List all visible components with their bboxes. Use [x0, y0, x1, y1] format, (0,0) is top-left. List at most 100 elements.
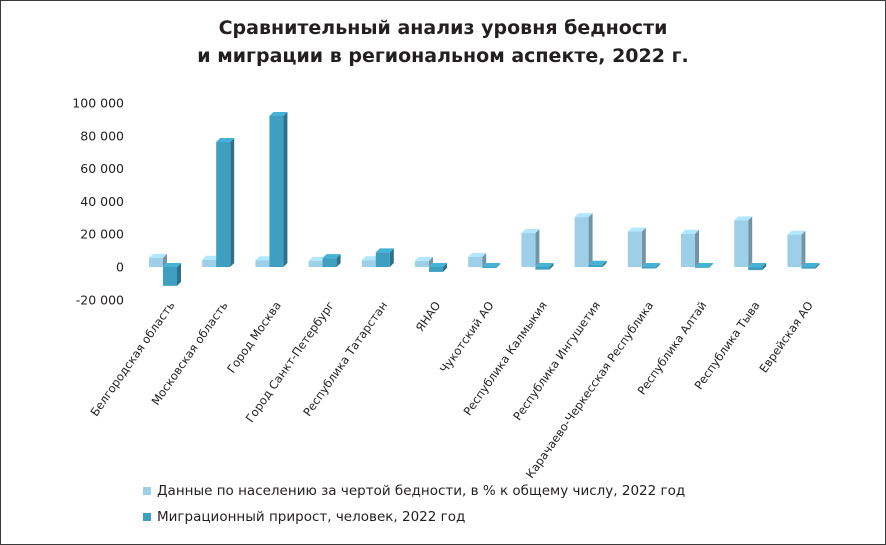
- x-category-label: Чукотский АО: [437, 299, 497, 376]
- bar-poverty-front: [415, 260, 429, 267]
- bar-migration: [163, 263, 181, 286]
- bar-poverty: [415, 256, 433, 267]
- bar-poverty-front: [627, 231, 642, 267]
- bar-migration-top: [322, 254, 341, 259]
- x-category-label: Город Санкт-Петербург: [243, 299, 337, 425]
- bar-migration-side: [336, 254, 341, 267]
- bar-migration: [588, 260, 607, 267]
- bar-migration-side: [496, 263, 501, 268]
- legend-swatch-migration: [143, 513, 151, 521]
- bar-migration: [801, 263, 820, 269]
- bar-migration-side: [230, 138, 235, 267]
- bar-migration-side: [389, 248, 394, 267]
- bar-migration-front: [801, 267, 816, 269]
- bar-poverty-top: [734, 216, 753, 221]
- bar-poverty-top: [468, 252, 487, 257]
- bar-poverty-front: [734, 220, 749, 267]
- bar-migration-top: [588, 260, 607, 265]
- bar-poverty: [681, 229, 699, 267]
- bar-migration-front: [641, 267, 656, 269]
- bar-migration-top: [535, 263, 554, 267]
- bar-poverty-top: [627, 227, 646, 232]
- bar-poverty: [734, 216, 753, 267]
- bar-migration: [535, 263, 554, 270]
- y-tick-label: 80 000: [80, 128, 124, 143]
- bar-migration-top: [429, 263, 447, 267]
- chart-title-line-1: Сравнительный анализ уровня бедности: [218, 17, 668, 39]
- legend-item-migration: Миграционный прирост, человек, 2022 год: [143, 504, 685, 530]
- y-tick-label: 20 000: [80, 227, 124, 242]
- bar-migration-front: [375, 252, 390, 267]
- bar-poverty: [627, 227, 646, 267]
- bar-poverty-side: [163, 253, 167, 267]
- x-category-label: ЯНАО: [413, 299, 444, 335]
- bar-migration-top: [695, 263, 713, 267]
- bar-migration-top: [163, 263, 181, 267]
- bar-poverty-front: [574, 217, 589, 267]
- legend-label-migration: Миграционный прирост, человек, 2022 год: [157, 509, 466, 525]
- bar-migration-side: [709, 263, 713, 268]
- bar-poverty-top: [361, 256, 380, 261]
- bar-migration: [641, 263, 660, 269]
- y-tick-label: 60 000: [80, 161, 124, 176]
- bar-migration-side: [283, 111, 288, 268]
- bar-poverty-side: [801, 230, 806, 267]
- bar-poverty: [787, 230, 806, 267]
- bar-migration-front: [695, 267, 709, 268]
- y-tick-label: 100 000: [72, 96, 124, 111]
- bar-poverty-front: [202, 259, 217, 267]
- bar-migration-side: [655, 263, 660, 269]
- bar-poverty-top: [255, 256, 274, 261]
- legend: Данные по населению за чертой бедности, …: [143, 478, 685, 530]
- bar-migration: [375, 248, 394, 267]
- bar-migration-front: [163, 267, 177, 286]
- bar-poverty-front: [361, 260, 376, 267]
- x-category-label: Город Москва: [224, 299, 284, 376]
- bar-migration-side: [815, 263, 820, 269]
- bar-migration-front: [482, 267, 497, 268]
- bar-migration-front: [429, 267, 443, 272]
- bar-poverty-top: [202, 255, 221, 260]
- bar-poverty-front: [149, 257, 163, 267]
- legend-swatch-poverty: [143, 487, 151, 495]
- y-tick-label: 40 000: [80, 194, 124, 209]
- bar-migration-top: [216, 138, 235, 143]
- bar-poverty-front: [787, 234, 802, 267]
- bar-migration-front: [322, 258, 337, 267]
- bar-poverty-side: [429, 256, 433, 267]
- bar-migration-front: [269, 115, 284, 268]
- bar-poverty-front: [521, 233, 536, 267]
- bar-poverty: [574, 213, 593, 267]
- bar-poverty-front: [468, 256, 483, 267]
- bar-poverty: [149, 253, 167, 267]
- bar-poverty-front: [255, 260, 270, 267]
- x-category-label: Еврейская АО: [756, 299, 815, 376]
- bar-migration: [748, 263, 767, 271]
- chart-title: Сравнительный анализ уровня бедности и м…: [0, 14, 886, 70]
- bar-poverty: [468, 252, 487, 267]
- bar-migration-top: [801, 263, 820, 267]
- bar-migration-front: [748, 267, 763, 271]
- bar-poverty-front: [308, 260, 323, 267]
- bar-migration: [269, 111, 288, 268]
- bar-migration: [482, 263, 501, 268]
- bar-poverty-top: [681, 229, 699, 234]
- bar-poverty-top: [415, 256, 433, 261]
- legend-item-poverty: Данные по населению за чертой бедности, …: [143, 478, 685, 504]
- y-tick-label: 0: [116, 260, 124, 275]
- axis-layer: 100 000 80 000 60 000 40 000 20 000 0 -20 000: [72, 96, 124, 308]
- bar-migration-side: [549, 263, 554, 270]
- legend-label-poverty: Данные по населению за чертой бедности, …: [157, 483, 686, 499]
- bar-poverty: [521, 229, 540, 267]
- bar-migration-top: [269, 111, 288, 116]
- bar-migration-top: [482, 263, 501, 267]
- bar-migration: [429, 263, 447, 272]
- bar-migration-side: [443, 263, 447, 272]
- y-tick-label: -20 000: [76, 292, 124, 307]
- bar-migration-top: [641, 263, 660, 267]
- bar-poverty-top: [149, 253, 167, 258]
- bar-migration-side: [762, 263, 767, 271]
- bar-poverty-side: [482, 252, 487, 267]
- bar-migration-side: [602, 260, 607, 267]
